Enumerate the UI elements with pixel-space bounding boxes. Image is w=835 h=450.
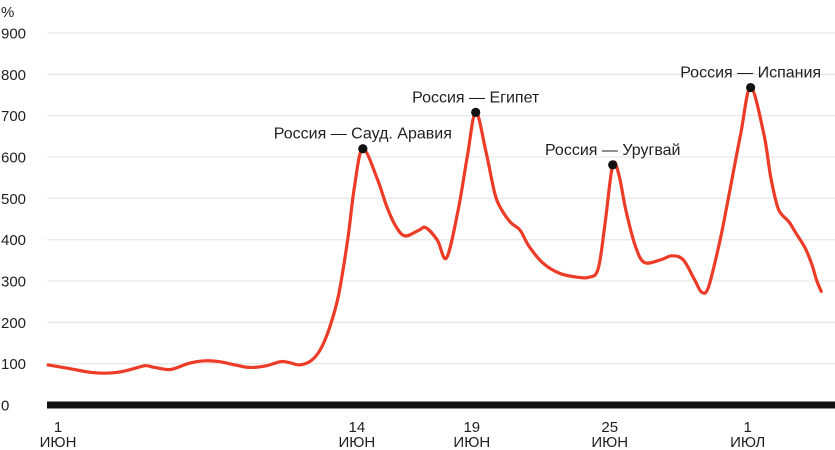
x-tick-day-label-3: 25: [601, 419, 618, 436]
y-tick-label-600: 600: [1, 150, 26, 167]
peak-marker-3: [746, 82, 756, 93]
peak-marker-1: [471, 107, 481, 117]
peak-label-0: Россия — Сауд. Аравия: [274, 126, 452, 143]
y-tick-label-700: 700: [1, 108, 26, 125]
x-tick-month-label-3: ИЮН: [591, 434, 628, 450]
peak-label-2: Россия — Уругвай: [545, 142, 681, 159]
y-tick-label-0: 0: [1, 398, 9, 415]
peak-marker-0: [358, 144, 368, 154]
y-axis-unit-label: %: [1, 4, 14, 21]
y-tick-label-100: 100: [1, 356, 26, 373]
y-tick-label-900: 900: [1, 26, 26, 43]
x-tick-day-label-4: 1: [743, 419, 751, 436]
series-line: [46, 86, 823, 375]
y-tick-label-300: 300: [1, 274, 26, 291]
peak-marker-2: [608, 160, 618, 170]
y-tick-label-500: 500: [1, 191, 26, 208]
x-tick-month-label-4: ИЮЛ: [730, 434, 765, 450]
x-tick-month-label-1: ИЮН: [338, 434, 375, 450]
x-tick-day-label-0: 1: [54, 419, 62, 436]
x-axis-line: [47, 401, 835, 409]
x-tick-month-label-2: ИЮН: [453, 434, 490, 450]
y-tick-label-400: 400: [1, 232, 26, 249]
y-tick-label-200: 200: [1, 315, 26, 332]
peak-label-3: Россия — Испания: [680, 65, 821, 82]
x-tick-day-label-1: 14: [349, 419, 366, 436]
peak-label-1: Россия — Египет: [412, 89, 540, 106]
y-tick-label-800: 800: [1, 67, 26, 84]
x-tick-day-label-2: 19: [463, 419, 480, 436]
x-tick-month-label-0: ИЮН: [40, 434, 77, 450]
